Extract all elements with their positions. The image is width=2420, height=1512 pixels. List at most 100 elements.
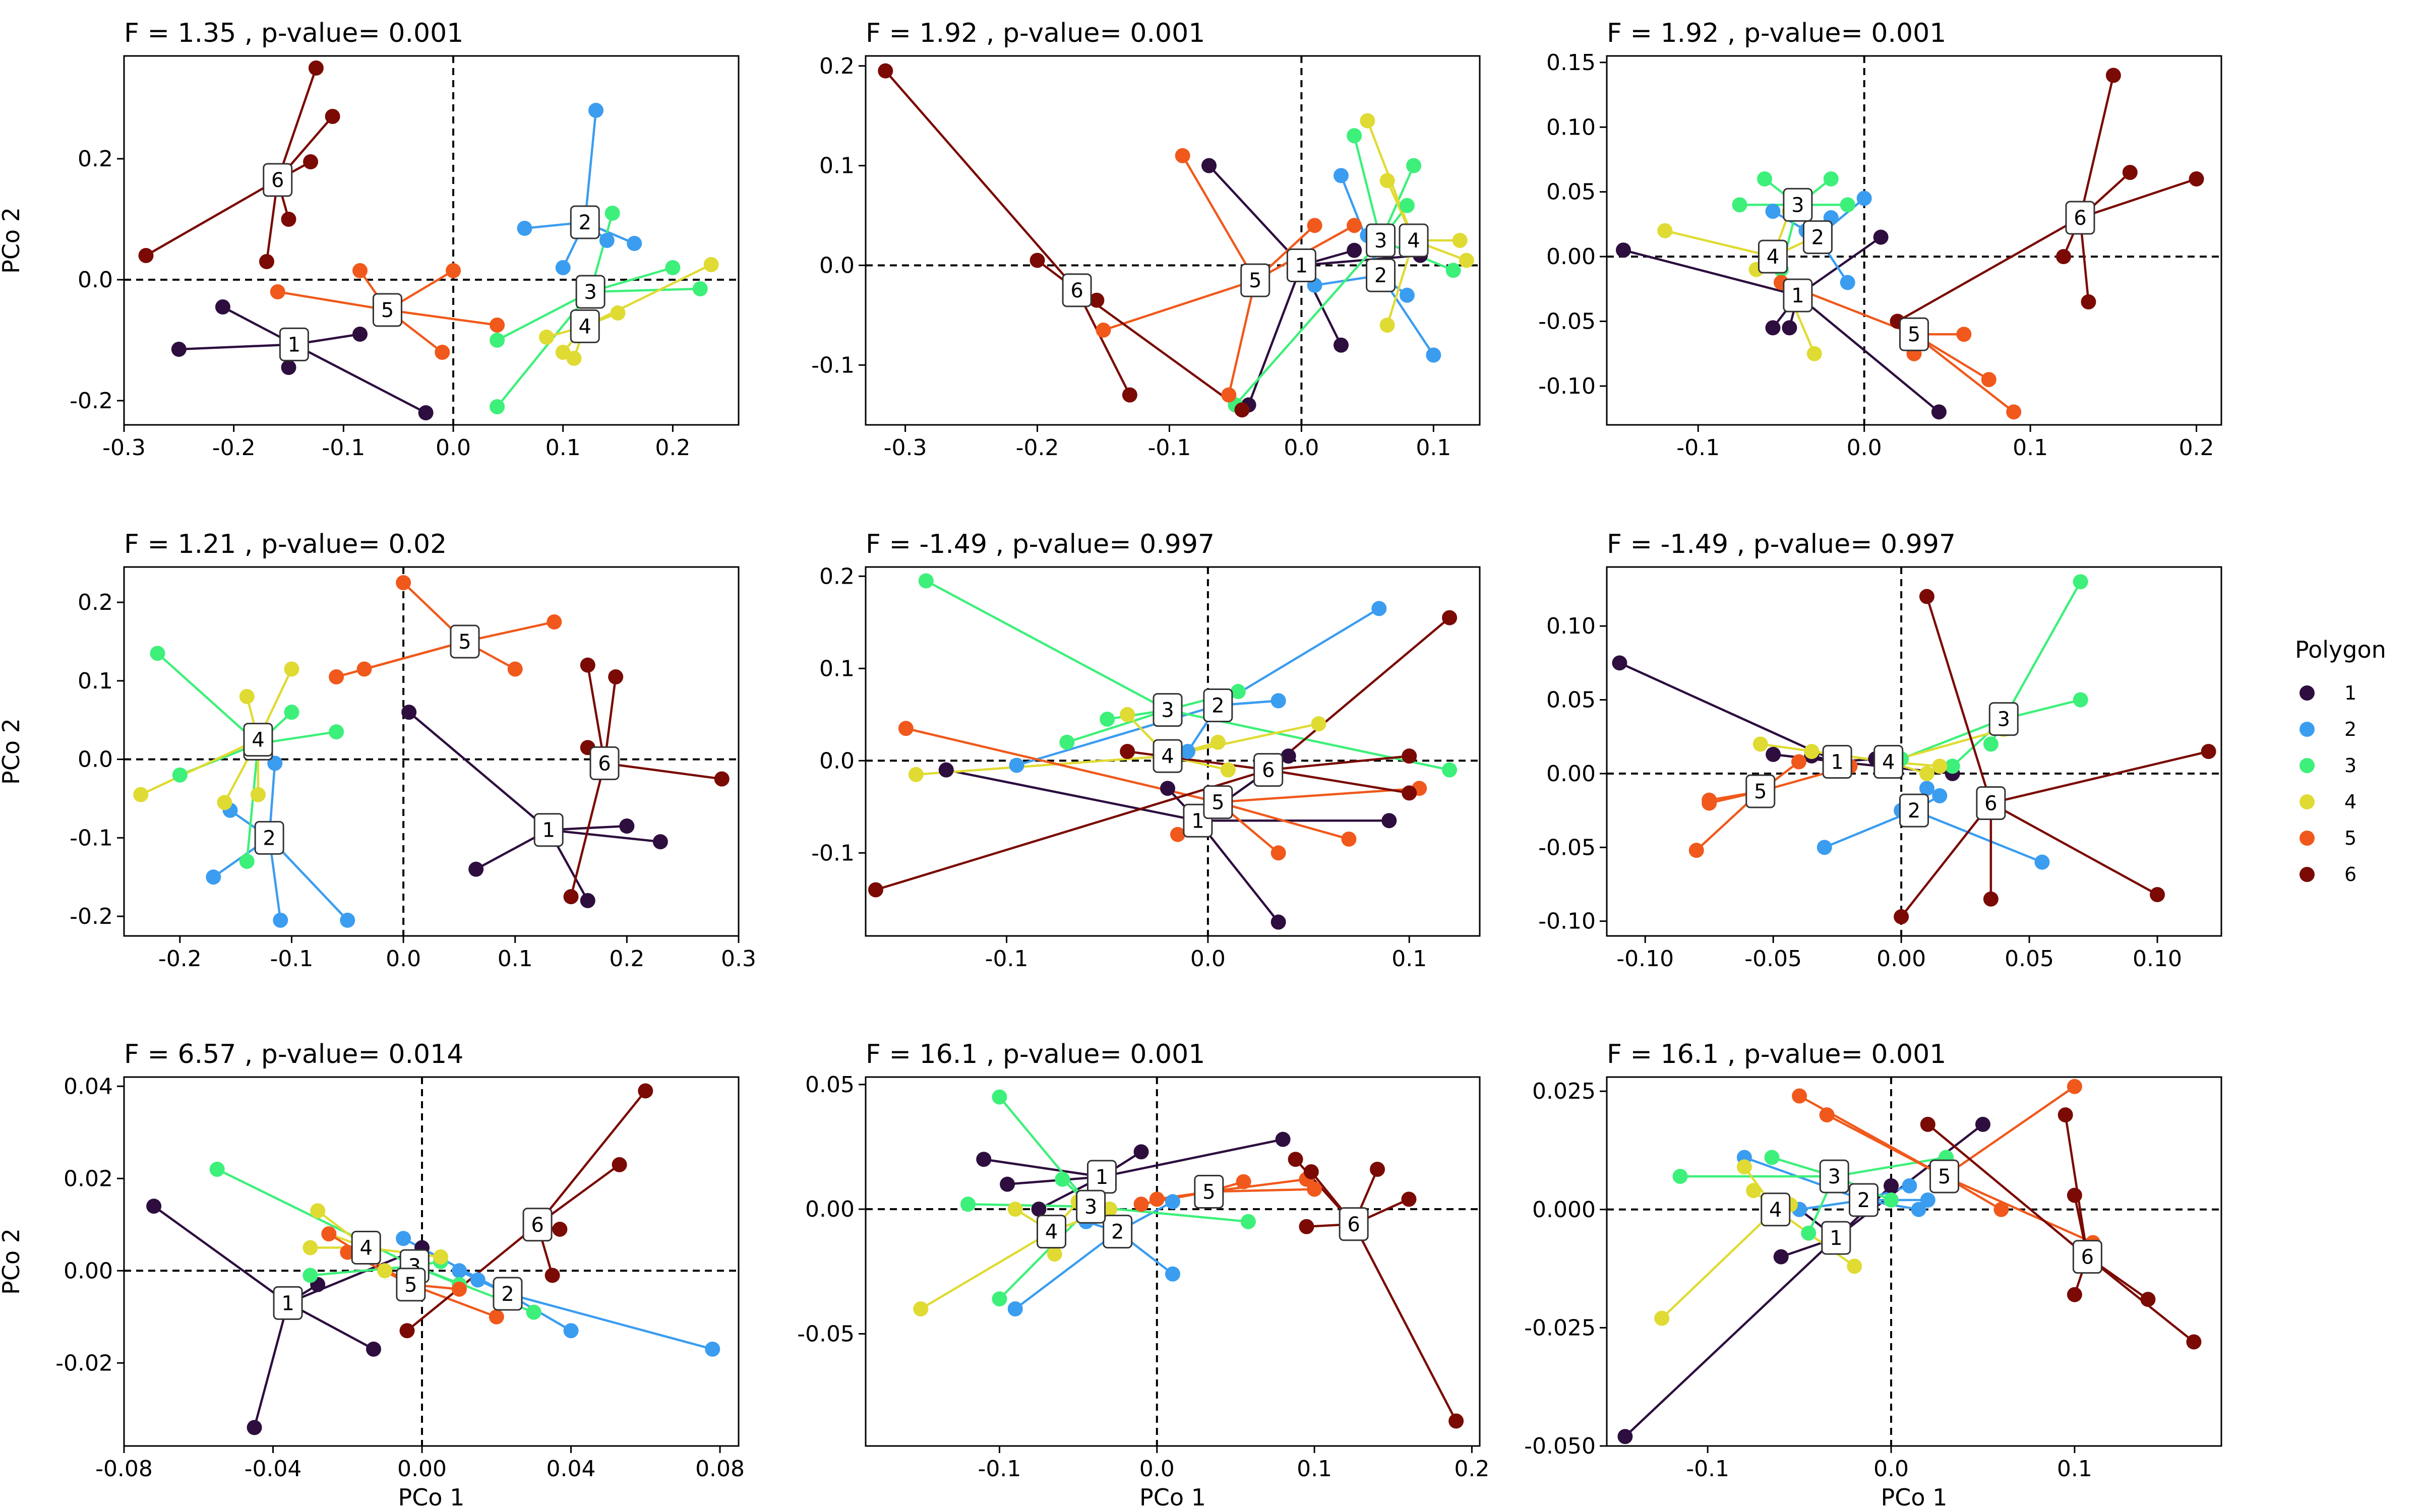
centroid-label-3: 3 [1161,699,1174,722]
spider-line-group-6 [145,179,278,257]
legend-label-6: 6 [2344,863,2356,886]
y-tick-label: -0.2 [70,904,113,929]
point-group-3 [1442,762,1458,778]
centroid-label-box [533,813,564,847]
point-group-2 [705,1341,720,1357]
y-tick-label: 0.1 [819,153,855,179]
centroid-label-box [450,624,480,659]
point-group-1 [1381,813,1397,829]
centroid-label-5: 5 [1249,269,1261,292]
point-group-6 [2056,249,2072,265]
point-group-6 [1030,253,1045,268]
point-group-6 [1920,1116,1935,1132]
point-group-5 [329,669,344,685]
x-tick-label: -0.08 [95,1456,153,1482]
point-group-3 [490,399,505,414]
x-tick-label: 0.0 [1139,1456,1175,1482]
centroid-label-3: 3 [1084,1195,1097,1219]
legend-marker-5 [2300,831,2315,846]
y-tick-label: 0.2 [78,590,113,615]
x-tick-label: 0.00 [397,1456,447,1482]
x-tick-label: 0.0 [1847,435,1882,461]
y-tick-label: -0.10 [1538,373,1596,399]
point-group-4 [433,1249,448,1265]
point-group-6 [281,212,296,227]
point-group-1 [1782,320,1797,336]
point-group-4 [217,795,232,810]
point-group-1 [1931,404,1947,420]
point-group-2 [1165,1194,1180,1210]
point-group-4 [1657,223,1673,238]
spider-line-group-1 [1619,662,1838,763]
plot-frame [1606,566,2222,937]
x-tick-label: -0.3 [102,435,146,461]
point-group-4 [1220,762,1236,778]
point-group-6 [138,248,154,263]
spider-line-group-1 [408,711,550,831]
centroid-label-2: 2 [1374,264,1387,287]
centroid-label-4: 4 [1767,245,1779,269]
spider-line-group-3 [310,1265,415,1277]
centroid-label-box [273,1286,303,1320]
point-group-4 [302,1240,318,1255]
point-group-4 [1452,233,1468,248]
x-axis-label: PCo 1 [1139,1484,1206,1511]
centroid-label-box [1745,774,1776,808]
y-tick-label: 0.1 [78,668,113,694]
centroid-label-2: 2 [1212,695,1224,718]
spider-line-group-5 [1826,1114,1945,1178]
plot-frame [123,1076,740,1447]
spider-line-group-2 [1913,809,2043,863]
point-group-1 [146,1199,162,1214]
point-group-1 [1281,748,1296,764]
point-group-5 [490,318,505,333]
x-tick-label: 0.04 [547,1456,596,1482]
centroid-label-box [1339,1207,1369,1241]
legend-label-2: 2 [2344,718,2356,740]
centroid-label-3: 3 [1791,194,1804,217]
point-group-1 [1000,1176,1015,1192]
point-group-5 [898,721,914,736]
spider-line-group-3 [590,287,700,293]
spider-line-group-4 [916,754,1168,776]
point-group-5 [2006,404,2022,420]
point-group-1 [1615,242,1631,258]
plot-frame [865,55,1481,426]
centroid-label-6: 6 [271,169,284,192]
legend-marker-2 [2300,722,2315,737]
point-group-2 [206,869,221,885]
y-tick-label: 0.05 [1546,179,1596,205]
point-group-2 [340,912,355,928]
centroid-label-box [1194,1175,1224,1209]
centroid-label-box [589,746,620,780]
point-group-5 [547,614,562,630]
point-group-2 [517,221,532,236]
spider-line-group-2 [1014,1230,1119,1310]
point-group-6 [1370,1162,1385,1177]
x-tick-label: -0.1 [322,435,365,461]
centroid-label-1: 1 [1096,1166,1108,1189]
point-group-1 [1270,914,1286,930]
point-group-3 [150,646,165,661]
point-group-3 [1757,171,1772,186]
point-group-6 [868,882,883,898]
spider-line-group-3 [2003,581,2082,720]
centroid-label-box [1976,786,2006,820]
point-group-3 [992,1089,1007,1105]
spider-line-group-6 [1990,802,2158,896]
point-group-3 [1230,684,1246,700]
spider-line-group-1 [983,1158,1102,1178]
legend-marker-1 [2300,685,2315,701]
centroid-label-6: 6 [2074,207,2086,230]
centroid-label-box [243,723,273,757]
point-group-5 [1236,1174,1251,1189]
spider-line-group-1 [1208,165,1303,266]
point-group-5 [1702,792,1717,808]
point-group-6 [878,63,893,79]
spider-line-group-5 [1944,1085,2076,1177]
spider-line-group-4 [1664,229,1773,258]
point-group-2 [1902,1178,1917,1193]
point-group-6 [1894,909,1909,924]
point-group-5 [1791,754,1806,770]
spider-line-group-3 [1066,709,1168,743]
